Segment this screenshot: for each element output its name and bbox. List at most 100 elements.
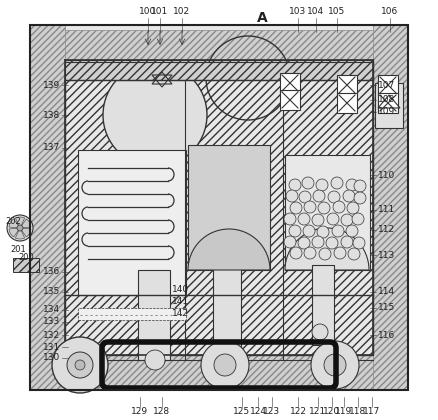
Text: 132: 132 bbox=[43, 331, 60, 339]
Circle shape bbox=[341, 214, 353, 226]
Circle shape bbox=[312, 236, 324, 248]
Bar bbox=[378, 93, 398, 113]
Text: 122: 122 bbox=[290, 407, 307, 417]
Bar bbox=[280, 73, 300, 93]
Circle shape bbox=[7, 215, 33, 241]
Text: 115: 115 bbox=[378, 304, 395, 312]
Text: 104: 104 bbox=[307, 8, 325, 16]
Text: 108: 108 bbox=[378, 95, 395, 105]
Circle shape bbox=[319, 248, 331, 260]
Circle shape bbox=[311, 341, 359, 389]
Text: 128: 128 bbox=[153, 407, 170, 417]
Circle shape bbox=[304, 247, 316, 259]
Circle shape bbox=[299, 191, 311, 203]
Wedge shape bbox=[9, 228, 20, 237]
Wedge shape bbox=[285, 228, 369, 270]
Circle shape bbox=[348, 248, 360, 260]
Circle shape bbox=[290, 202, 302, 214]
Circle shape bbox=[303, 225, 315, 237]
Bar bbox=[337, 75, 357, 95]
Circle shape bbox=[284, 213, 296, 225]
Wedge shape bbox=[188, 229, 270, 270]
Circle shape bbox=[352, 213, 364, 225]
Circle shape bbox=[290, 247, 302, 259]
Text: 101: 101 bbox=[152, 8, 169, 16]
Circle shape bbox=[289, 225, 301, 237]
Bar bbox=[65, 62, 373, 80]
Bar bbox=[78, 150, 186, 295]
Wedge shape bbox=[15, 217, 25, 228]
Circle shape bbox=[333, 201, 345, 213]
Bar bbox=[213, 265, 241, 360]
Circle shape bbox=[284, 236, 296, 248]
Text: 112: 112 bbox=[378, 226, 395, 234]
Wedge shape bbox=[9, 219, 20, 228]
Circle shape bbox=[346, 225, 358, 237]
Bar bbox=[375, 83, 403, 128]
Circle shape bbox=[289, 179, 301, 191]
Circle shape bbox=[52, 337, 108, 393]
Bar bbox=[337, 93, 357, 113]
Wedge shape bbox=[20, 219, 31, 228]
Text: 136: 136 bbox=[43, 268, 60, 276]
Text: 123: 123 bbox=[263, 407, 281, 417]
Text: 120: 120 bbox=[323, 407, 341, 417]
Text: 141: 141 bbox=[172, 297, 189, 307]
Circle shape bbox=[312, 214, 324, 226]
Bar bbox=[30, 25, 408, 390]
Text: 202: 202 bbox=[5, 218, 21, 226]
Circle shape bbox=[103, 63, 207, 167]
Text: 125: 125 bbox=[233, 407, 251, 417]
Text: 117: 117 bbox=[364, 407, 381, 417]
Bar bbox=[13, 258, 39, 272]
Text: 100: 100 bbox=[139, 8, 157, 16]
Text: 130: 130 bbox=[43, 354, 60, 362]
Circle shape bbox=[341, 236, 353, 248]
Bar bbox=[30, 355, 408, 390]
Circle shape bbox=[318, 202, 330, 214]
Circle shape bbox=[343, 190, 355, 202]
Text: 200: 200 bbox=[18, 254, 34, 262]
Circle shape bbox=[327, 213, 339, 225]
Circle shape bbox=[346, 179, 358, 191]
Bar bbox=[373, 25, 408, 390]
Text: 118: 118 bbox=[350, 407, 367, 417]
Circle shape bbox=[313, 190, 325, 202]
Bar bbox=[312, 265, 334, 345]
Text: 114: 114 bbox=[378, 288, 395, 297]
Bar bbox=[30, 25, 408, 390]
Text: 106: 106 bbox=[381, 8, 399, 16]
Wedge shape bbox=[20, 228, 31, 237]
Bar bbox=[30, 25, 65, 390]
Circle shape bbox=[317, 226, 329, 238]
Text: 111: 111 bbox=[378, 205, 395, 215]
Text: 110: 110 bbox=[378, 171, 395, 179]
Text: 137: 137 bbox=[43, 144, 60, 152]
Circle shape bbox=[354, 192, 366, 204]
Circle shape bbox=[312, 324, 328, 340]
Circle shape bbox=[298, 213, 310, 225]
Text: 121: 121 bbox=[309, 407, 327, 417]
Text: 105: 105 bbox=[328, 8, 346, 16]
Text: 140: 140 bbox=[172, 286, 189, 294]
Circle shape bbox=[332, 225, 344, 237]
Text: 124: 124 bbox=[250, 407, 266, 417]
Text: 102: 102 bbox=[173, 8, 191, 16]
Text: 116: 116 bbox=[378, 331, 395, 339]
Circle shape bbox=[304, 201, 316, 213]
Circle shape bbox=[201, 341, 249, 389]
Circle shape bbox=[302, 177, 314, 189]
Bar bbox=[188, 145, 270, 270]
Circle shape bbox=[316, 179, 328, 191]
Wedge shape bbox=[15, 228, 25, 239]
Circle shape bbox=[67, 352, 93, 378]
Circle shape bbox=[328, 191, 340, 203]
Text: 138: 138 bbox=[43, 110, 60, 120]
Text: 129: 129 bbox=[131, 407, 148, 417]
Bar bbox=[78, 308, 186, 320]
Bar bbox=[378, 75, 398, 95]
Bar bbox=[285, 155, 370, 270]
Circle shape bbox=[286, 190, 298, 202]
Text: 135: 135 bbox=[43, 288, 60, 297]
Bar bbox=[65, 60, 373, 355]
